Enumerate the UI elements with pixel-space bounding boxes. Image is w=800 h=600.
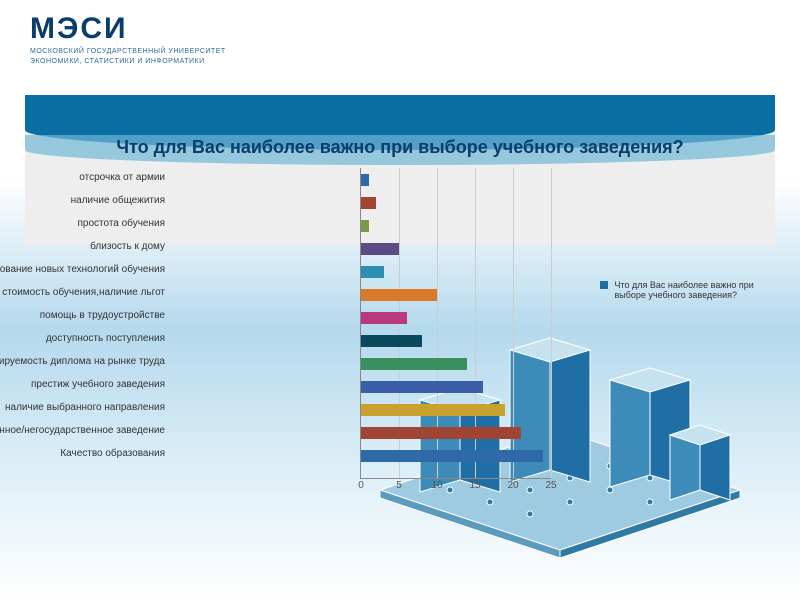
chart-legend: Что для Вас наиболее важно при выборе уч… bbox=[600, 280, 770, 300]
chart-bar-label: простота обучения bbox=[0, 218, 165, 229]
logo-subtitle-1: МОСКОВСКИЙ ГОСУДАРСТВЕННЫЙ УНИВЕРСИТЕТ bbox=[30, 48, 290, 56]
chart-bar bbox=[361, 358, 467, 370]
chart-bar-label: котируемость диплома на рынке труда bbox=[0, 356, 165, 367]
chart-x-tick: 20 bbox=[507, 480, 518, 491]
chart-bar-label: Качество образования bbox=[0, 448, 165, 459]
chart-x-tick: 25 bbox=[545, 480, 556, 491]
chart-bar-label: наличие выбранного направления bbox=[0, 402, 165, 413]
chart-bar-label: Государственное/негосударственное заведе… bbox=[0, 425, 165, 436]
chart-plot-area: 0510152025отсрочка от армииналичие общеж… bbox=[360, 168, 551, 479]
chart-bar-label: отсрочка от армии bbox=[0, 172, 165, 183]
chart-x-tick: 10 bbox=[431, 480, 442, 491]
bar-chart: 0510152025отсрочка от армииналичие общеж… bbox=[40, 168, 560, 508]
chart-bar bbox=[361, 220, 369, 232]
chart-bar bbox=[361, 243, 399, 255]
legend-color-box bbox=[600, 281, 608, 289]
logo-text: МЭСИ bbox=[30, 12, 290, 46]
chart-bar-label: близость к дому bbox=[0, 241, 165, 252]
logo-subtitle-2: ЭКОНОМИКИ, СТАТИСТИКИ И ИНФОРМАТИКИ bbox=[30, 58, 290, 66]
legend-label: Что для Вас наиболее важно при выборе уч… bbox=[615, 280, 765, 300]
chart-bar bbox=[361, 450, 543, 462]
chart-bar bbox=[361, 197, 376, 209]
chart-bar-label: помощь в трудоустройстве bbox=[0, 310, 165, 321]
chart-bar-label: престиж учебного заведения bbox=[0, 379, 165, 390]
chart-bar bbox=[361, 427, 521, 439]
chart-bar-label: наличие общежития bbox=[0, 195, 165, 206]
slide-title: Что для Вас наиболее важно при выборе уч… bbox=[0, 137, 800, 158]
chart-bar-label: использование новых технологий обучения bbox=[0, 264, 165, 275]
chart-bar bbox=[361, 335, 422, 347]
chart-bar-label: доступность поступления bbox=[0, 333, 165, 344]
chart-bar bbox=[361, 266, 384, 278]
chart-bar bbox=[361, 289, 437, 301]
chart-gridline bbox=[551, 168, 552, 478]
chart-bar bbox=[361, 312, 407, 324]
chart-x-tick: 0 bbox=[358, 480, 364, 491]
logo: МЭСИ МОСКОВСКИЙ ГОСУДАРСТВЕННЫЙ УНИВЕРСИ… bbox=[30, 12, 290, 67]
chart-bar-label: стоимость обучения,наличие льгот bbox=[0, 287, 165, 298]
chart-bar bbox=[361, 404, 505, 416]
chart-x-tick: 5 bbox=[396, 480, 402, 491]
chart-bar bbox=[361, 174, 369, 186]
chart-bar bbox=[361, 381, 483, 393]
chart-x-tick: 15 bbox=[469, 480, 480, 491]
